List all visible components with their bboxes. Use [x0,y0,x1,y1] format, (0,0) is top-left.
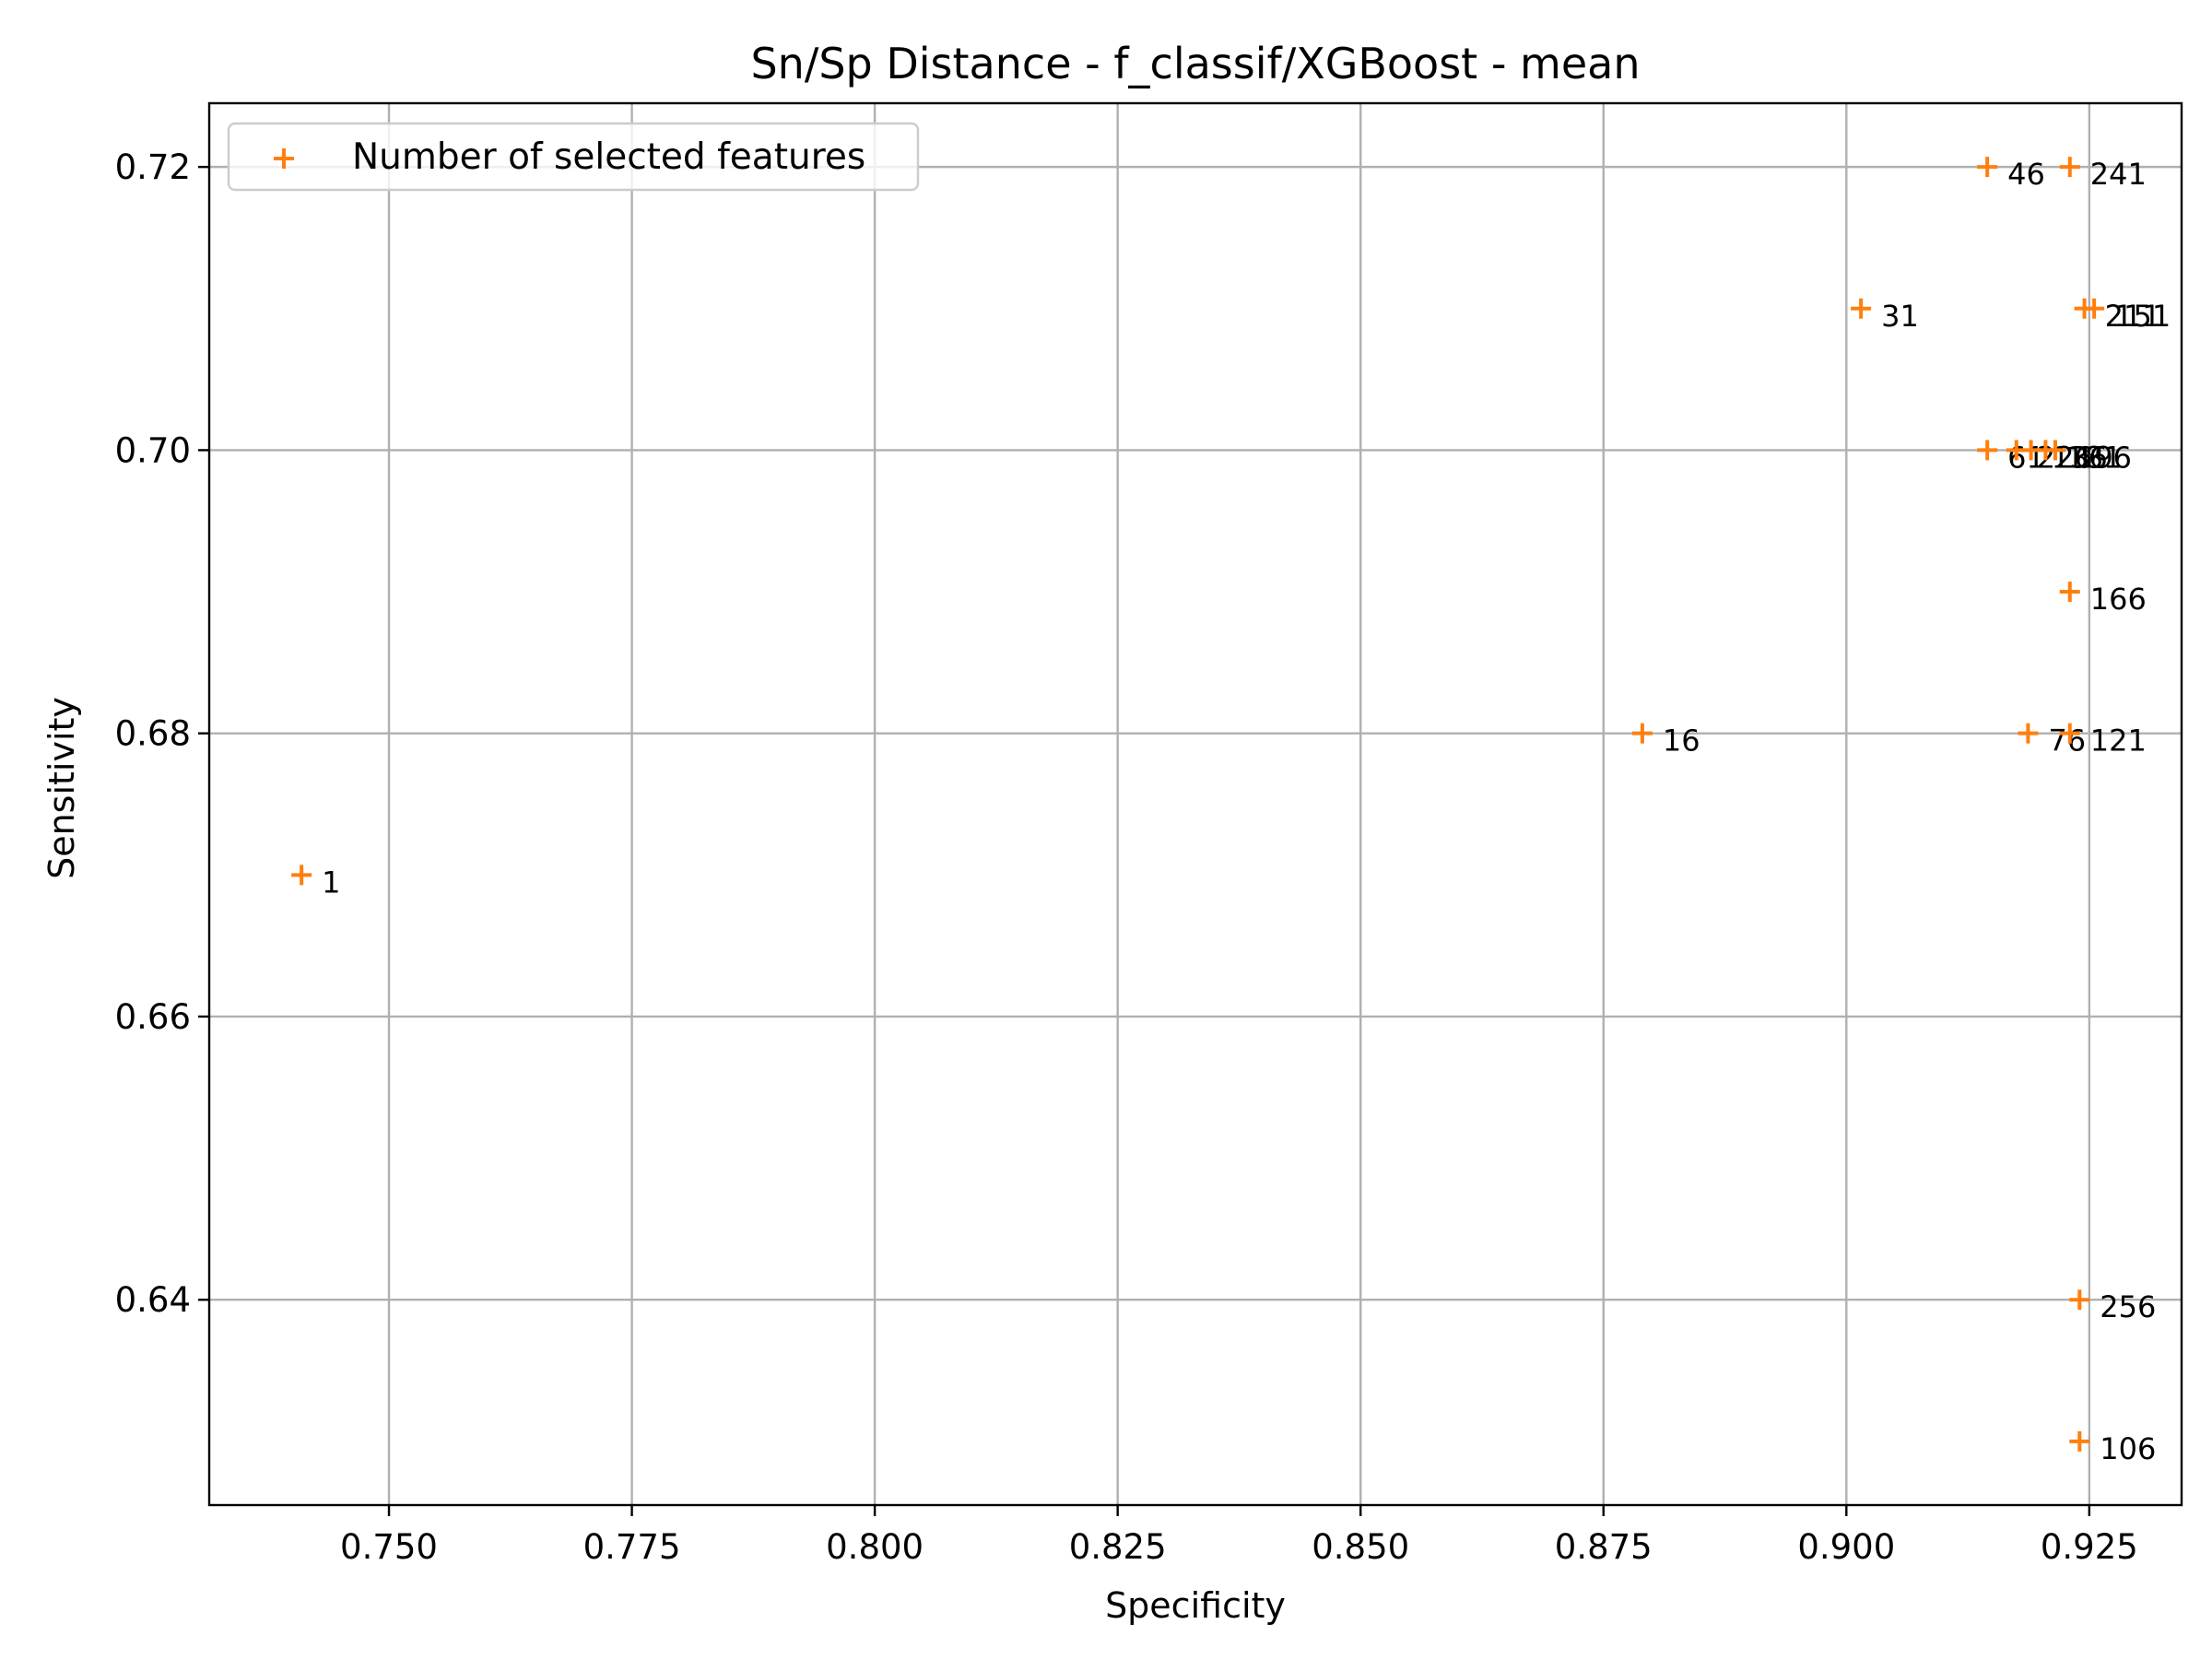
data-point [2044,440,2065,461]
grid-layer [209,103,2182,1505]
data-point-label: 106 [2100,1431,2156,1466]
x-tick-label: 0.825 [1069,1527,1167,1567]
data-point [291,865,312,886]
y-axis-label: Sensitivity [41,697,82,879]
x-axis-label: Specificity [1105,1585,1286,1626]
ticks-layer: 0.750 0.775 0.800 0.825 0.850 0.875 0.900 0.925… [115,147,2138,1567]
data-point-label: 31 [1881,299,1919,334]
data-point [2069,1289,2090,1311]
data-point [1977,157,1998,178]
data-point [2059,723,2080,744]
data-point [2059,157,2080,178]
data-point-label: 241 [2090,157,2147,192]
data-point-label: 211 [2105,299,2161,334]
data-point-label: 121 [2090,724,2147,759]
data-point-label: 181 [2065,440,2122,475]
data-point-label: 46 [2007,157,2045,192]
data-point [2059,582,2080,603]
x-tick-label: 0.875 [1555,1527,1653,1567]
data-point-label: 166 [2090,582,2147,617]
data-point [2018,723,2039,744]
data-point-label: 196 [2076,440,2132,475]
legend-plus-mark [274,148,294,169]
data-point-label: 151 [2114,299,2171,334]
y-tick-label: 0.66 [115,997,191,1037]
chart-title: Sn/Sp Distance - f_classif/XGBoost - mea… [750,39,1640,88]
y-tick-label: 0.64 [115,1280,191,1320]
x-tick-label: 0.800 [826,1527,924,1567]
plot-frame [207,101,2183,1507]
data-point-label: 16 [1663,724,1700,759]
data-point [2069,1430,2090,1452]
legend-box [227,122,920,192]
data-point-label: 76 [2048,724,2086,759]
data-point-label: 256 [2100,1289,2156,1324]
data-point [1977,440,1998,461]
x-tick-label: 0.900 [1797,1527,1895,1567]
legend-marker-plus-icon [274,148,294,169]
data-point [2084,298,2105,319]
data-point-label: 61 [2007,440,2045,475]
y-tick-label: 0.70 [115,430,191,470]
legend: Number of selected features [227,122,920,192]
legend-label: Number of selected features [352,136,865,178]
x-tick-label: 0.750 [340,1527,438,1567]
y-tick-label: 0.72 [115,147,191,187]
data-point [1631,723,1653,744]
data-point-label: 136 [2052,440,2108,475]
x-tick-label: 0.775 [583,1527,681,1567]
data-point [1851,298,1872,319]
x-tick-label: 0.850 [1312,1527,1409,1567]
y-tick-label: 0.68 [115,714,191,754]
x-tick-label: 0.925 [2041,1527,2138,1567]
data-point-label: 1 [322,865,340,900]
